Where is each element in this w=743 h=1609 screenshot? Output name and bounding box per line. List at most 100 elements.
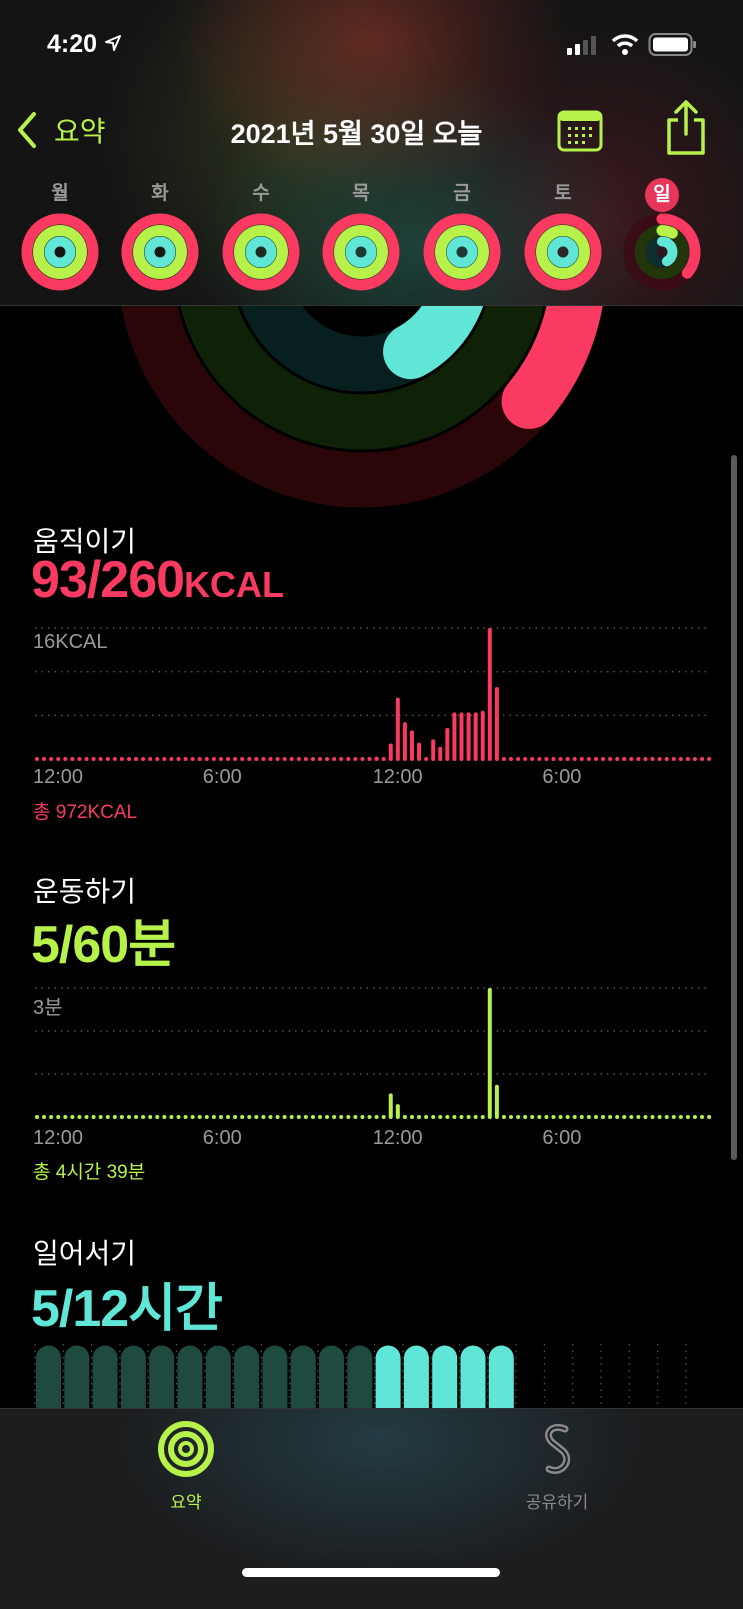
baseline-dot [657, 1115, 662, 1119]
baseline-dot [42, 757, 47, 761]
baseline-dot [247, 757, 252, 761]
baseline-dot [282, 757, 287, 761]
baseline-dot [622, 1115, 627, 1119]
baseline-dot [593, 757, 598, 761]
stand-hour-missed [205, 1345, 231, 1408]
baseline-dot [692, 1115, 697, 1119]
baseline-dot [374, 1115, 379, 1119]
exercise-ring [435, 225, 489, 279]
chart-bar [445, 727, 450, 760]
stand-hour-missed [234, 1345, 260, 1408]
baseline-dot [240, 1115, 245, 1119]
move-y-max-label: 16KCAL [33, 631, 108, 653]
baseline-dot [516, 1115, 521, 1119]
location-arrow-icon [105, 35, 121, 51]
baseline-dot [318, 757, 322, 761]
tab-sharing[interactable]: 공유하기 [497, 1419, 617, 1513]
baseline-dot [424, 1115, 429, 1119]
day-rings-6[interactable] [620, 210, 704, 294]
baseline-dot [183, 1115, 188, 1119]
exercise-ring [133, 225, 187, 279]
chart-bar [459, 712, 464, 760]
move-total: 총 972KCAL [33, 802, 138, 823]
chart-bar [494, 1084, 499, 1118]
baseline-dot [325, 1115, 330, 1119]
baseline-dot [707, 757, 712, 761]
baseline-dot [261, 1115, 266, 1119]
baseline-dot [211, 1115, 216, 1119]
baseline-dot [275, 757, 280, 761]
stand-hour-missed [290, 1345, 316, 1408]
stand-hour-missed [92, 1345, 118, 1408]
baseline-dot [643, 757, 648, 761]
baseline-dot [402, 1115, 407, 1119]
baseline-dot [134, 1115, 139, 1119]
day-rings-3[interactable] [319, 210, 403, 294]
baseline-dot [148, 757, 153, 761]
stand-ring-large-track [240, 306, 484, 392]
baseline-dot [438, 1115, 443, 1119]
baseline-dot [63, 1115, 68, 1119]
back-button[interactable]: 요약 [14, 110, 106, 150]
stand-ring [245, 236, 277, 268]
day-rings-5[interactable] [521, 210, 605, 294]
baseline-dot [303, 757, 308, 761]
page-title: 2021년 5월 30일 오늘 [230, 119, 483, 149]
baseline-dot [197, 1115, 202, 1119]
baseline-dot [685, 1115, 690, 1119]
baseline-dot [105, 1115, 110, 1119]
baseline-dot [183, 757, 188, 761]
baseline-dot [650, 1115, 655, 1119]
stand-hour-missed [36, 1345, 61, 1408]
move-ring [21, 213, 99, 291]
chevron-left-icon [18, 112, 36, 148]
baseline-dot [176, 757, 181, 761]
wifi-icon [611, 34, 639, 55]
baseline-dot [360, 757, 365, 761]
share-icon[interactable] [665, 98, 707, 156]
baseline-dot [226, 1115, 231, 1119]
chart-bar [395, 697, 400, 760]
baseline-dot [671, 1115, 676, 1119]
day-rings-0[interactable] [18, 210, 102, 294]
tab-summary[interactable]: 요약 [126, 1419, 246, 1513]
baseline-dot [692, 757, 697, 761]
baseline-dot [190, 757, 195, 761]
baseline-dot [657, 757, 662, 761]
baseline-dot [162, 1115, 167, 1119]
baseline-dot [204, 1115, 209, 1119]
baseline-dot [700, 757, 705, 761]
baseline-dot [197, 757, 202, 761]
baseline-dot [466, 1115, 471, 1119]
baseline-dot [63, 757, 68, 761]
baseline-dot [530, 757, 535, 761]
baseline-dot [42, 1115, 47, 1119]
baseline-dot [303, 1115, 308, 1119]
x-tick-label: 6:00 [202, 1127, 242, 1149]
exercise-ring [536, 225, 590, 279]
baseline-dot [537, 1115, 542, 1119]
day-rings-1[interactable] [118, 210, 202, 294]
baseline-dot [126, 1115, 131, 1119]
move-ring [623, 213, 701, 291]
baseline-dot [664, 757, 669, 761]
stand-ring [345, 236, 377, 268]
baseline-dot [353, 757, 358, 761]
header: 4:20 요약 2021년 5월 30일 오늘 월 화 수 목 금 토 일 [0, 0, 743, 306]
day-rings-2[interactable] [219, 210, 303, 294]
x-tick-label: 12:00 [33, 1127, 84, 1149]
x-tick-label: 6:00 [542, 1127, 582, 1149]
baseline-dot [296, 1115, 301, 1119]
home-indicator[interactable] [242, 1568, 500, 1577]
baseline-dot [105, 757, 110, 761]
day-rings-4[interactable] [420, 210, 504, 294]
baseline-dot [162, 757, 167, 761]
baseline-dot [417, 1115, 422, 1119]
calendar-icon[interactable] [557, 110, 603, 152]
scrollbar[interactable] [731, 455, 737, 1160]
baseline-dot [593, 1115, 598, 1119]
baseline-dot [367, 1115, 372, 1119]
baseline-dot [572, 757, 577, 761]
baseline-dot [35, 757, 39, 761]
stand-hour-missed [149, 1345, 175, 1408]
